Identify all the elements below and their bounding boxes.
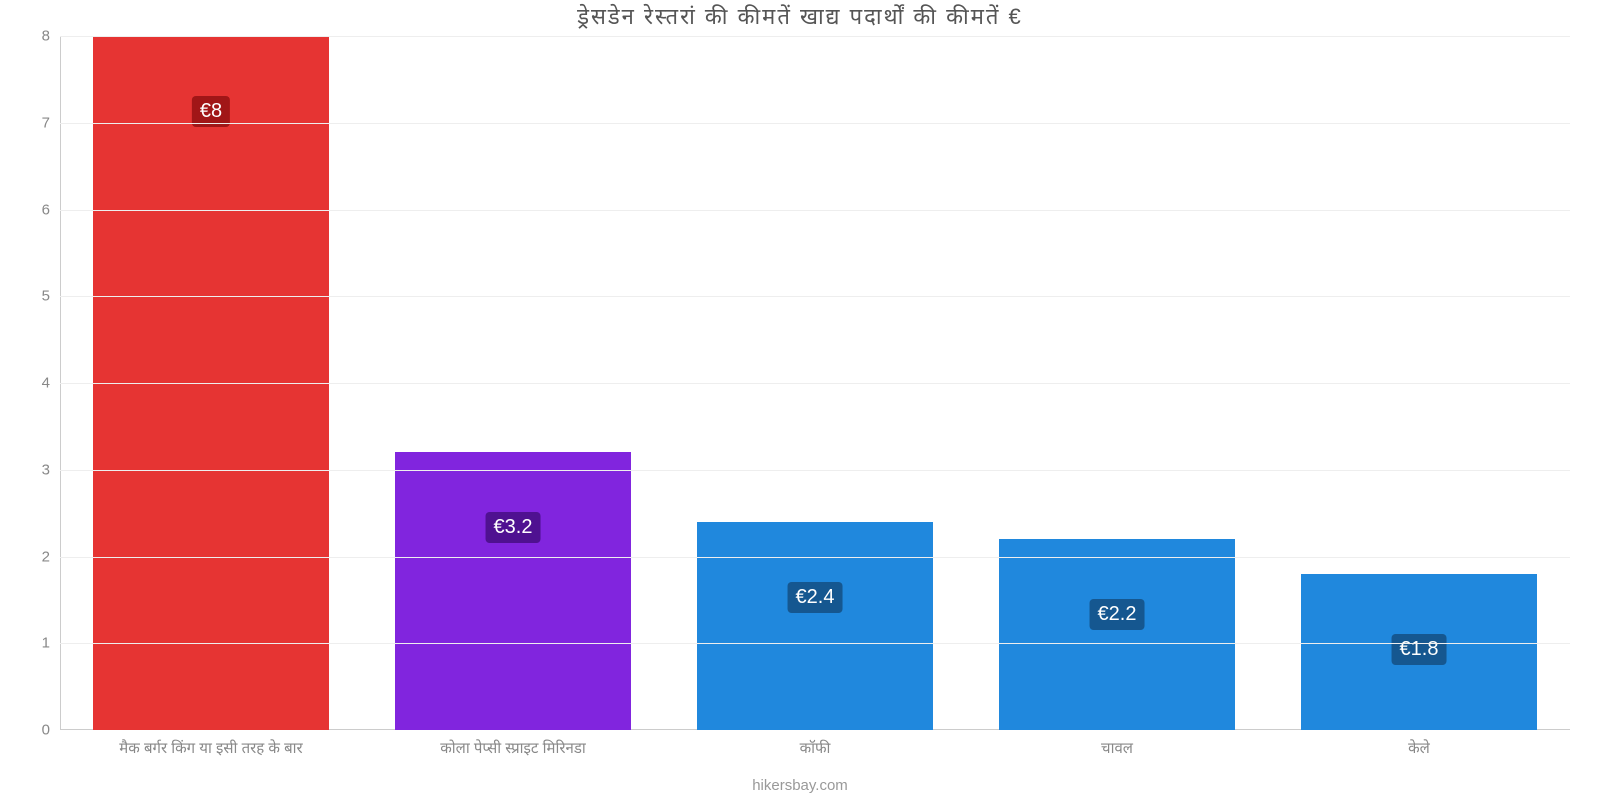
x-tick-label: कोला पेप्सी स्प्राइट मिरिनडा bbox=[440, 730, 586, 760]
value-badge: €1.8 bbox=[1392, 634, 1447, 665]
grid-line bbox=[60, 470, 1570, 471]
y-tick-label: 5 bbox=[42, 288, 60, 305]
y-tick-label: 1 bbox=[42, 635, 60, 652]
grid-line bbox=[60, 36, 1570, 37]
grid-line bbox=[60, 383, 1570, 384]
y-tick-label: 2 bbox=[42, 548, 60, 565]
grid-line bbox=[60, 643, 1570, 644]
chart-title: ड्रेसडेन रेस्तरां की कीमतें खाद्य पदार्थ… bbox=[0, 4, 1600, 33]
y-tick-label: 7 bbox=[42, 114, 60, 131]
x-tick-label: कॉफी bbox=[800, 730, 831, 760]
bar: €2.4 bbox=[697, 522, 933, 730]
value-badge: €3.2 bbox=[486, 512, 541, 543]
x-tick-label: मैक बर्गर किंग या इसी तरह के बार bbox=[119, 730, 302, 760]
grid-line bbox=[60, 210, 1570, 211]
y-tick-label: 6 bbox=[42, 201, 60, 218]
value-badge: €2.4 bbox=[788, 582, 843, 613]
grid-line bbox=[60, 557, 1570, 558]
value-badge: €2.2 bbox=[1090, 599, 1145, 630]
y-tick-label: 0 bbox=[42, 722, 60, 739]
y-tick-label: 3 bbox=[42, 461, 60, 478]
bar: €1.8 bbox=[1301, 574, 1537, 730]
grid-line bbox=[60, 123, 1570, 124]
plot-area: €8€3.2€2.4€2.2€1.8 012345678मैक बर्गर कि… bbox=[60, 36, 1570, 730]
grid-line bbox=[60, 296, 1570, 297]
x-tick-label: चावल bbox=[1101, 730, 1133, 760]
price-chart: ड्रेसडेन रेस्तरां की कीमतें खाद्य पदार्थ… bbox=[0, 0, 1600, 800]
chart-credit: hikersbay.com bbox=[0, 777, 1600, 794]
y-tick-label: 4 bbox=[42, 375, 60, 392]
y-tick-label: 8 bbox=[42, 28, 60, 45]
bar: €2.2 bbox=[999, 539, 1235, 730]
x-tick-label: केले bbox=[1408, 730, 1430, 760]
bar: €3.2 bbox=[395, 452, 631, 730]
